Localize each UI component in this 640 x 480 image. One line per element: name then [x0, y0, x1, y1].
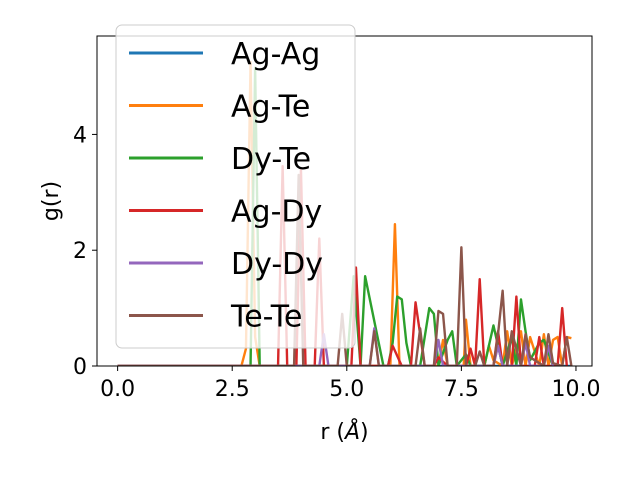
- y-tick-label: 0: [73, 355, 87, 380]
- series-line-ag-dy: [117, 165, 568, 366]
- legend-label-ag-te: Ag-Te: [231, 90, 310, 125]
- y-axis-label: g(r): [39, 181, 64, 221]
- series-layer: [117, 60, 573, 366]
- x-tick-label: 5.0: [329, 377, 364, 402]
- x-tick-label: 10.0: [551, 377, 600, 402]
- series-line-te-te: [117, 173, 573, 366]
- legend-label-ag-dy: Ag-Dy: [231, 195, 322, 230]
- x-tick-label: 7.5: [444, 377, 479, 402]
- y-tick-label: 2: [73, 239, 87, 264]
- x-axis-ticks: 0.0 2.5 5.0 7.5 10.0: [100, 366, 600, 402]
- legend-label-dy-te: Dy-Te: [231, 142, 311, 177]
- x-tick-label: 0.0: [100, 377, 135, 402]
- y-tick-label: 4: [73, 123, 87, 148]
- legend-label-ag-ag: Ag-Ag: [231, 37, 320, 72]
- x-tick-label: 2.5: [215, 377, 250, 402]
- x-axis-label: r (Å): [320, 418, 368, 445]
- legend: Ag-Ag Ag-Te Dy-Te Ag-Dy Dy-Dy Te-Te: [115, 24, 356, 349]
- y-axis-ticks: 0 2 4: [73, 123, 97, 380]
- legend-label-dy-dy: Dy-Dy: [231, 247, 323, 282]
- legend-label-te-te: Te-Te: [230, 300, 302, 335]
